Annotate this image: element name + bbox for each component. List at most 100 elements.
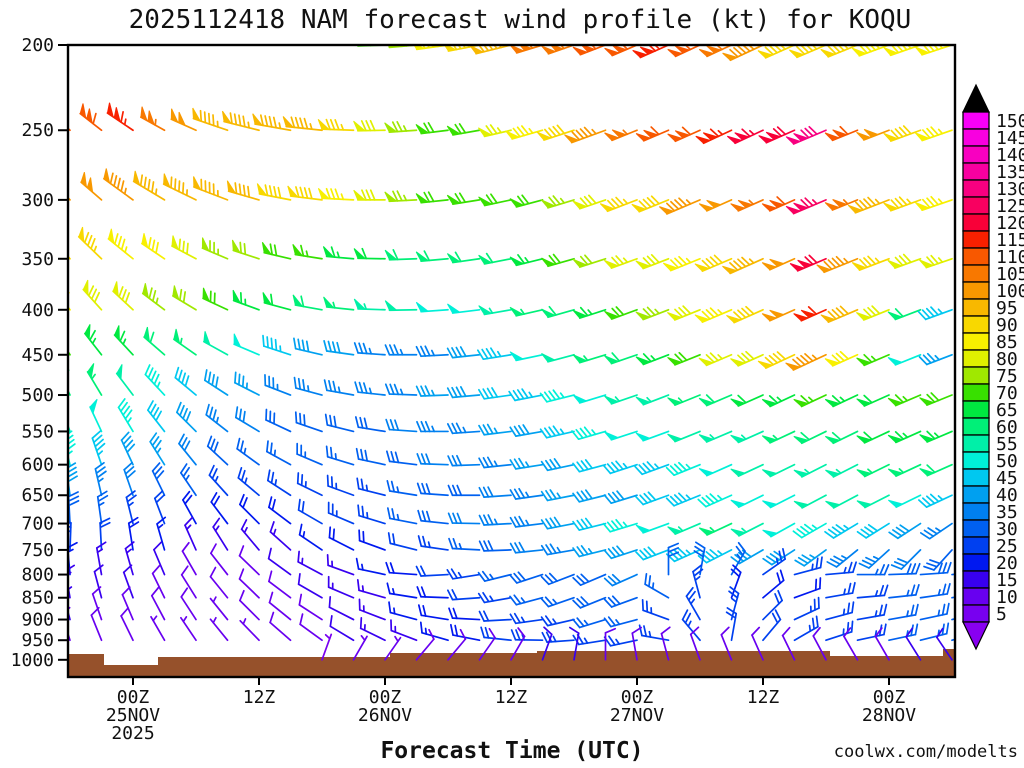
x-tick-label: 28NOV	[862, 705, 916, 726]
wind-barb	[127, 516, 140, 551]
wind-barb	[509, 351, 544, 362]
wind-barb	[91, 586, 103, 621]
wind-barb	[355, 557, 386, 576]
wind-barb	[572, 394, 607, 404]
wind-barb	[667, 542, 680, 576]
wind-barb	[143, 326, 166, 356]
colorbar-label: 135	[996, 162, 1024, 183]
wind-barb	[604, 306, 638, 320]
wind-barb	[210, 543, 229, 576]
barb-row-250hPa	[68, 102, 953, 145]
wind-barb	[141, 233, 166, 260]
wind-barb	[631, 626, 642, 661]
wind-barb	[757, 45, 796, 59]
wind-barb	[390, 619, 418, 642]
wind-barb	[604, 430, 638, 441]
wind-barb	[80, 172, 103, 201]
colorbar-label: 110	[996, 247, 1024, 268]
wind-barb	[447, 454, 481, 467]
wind-barb	[509, 487, 544, 500]
y-tick-label: 750	[21, 540, 54, 561]
wind-barb	[509, 424, 544, 437]
wind-barb	[180, 616, 197, 642]
wind-barb	[603, 255, 638, 269]
colorbar-cell	[962, 468, 990, 487]
colorbar-label: 115	[996, 230, 1024, 251]
wind-barb	[327, 575, 355, 599]
wind-barb	[388, 601, 418, 621]
wind-barb	[415, 345, 449, 358]
wind-barb	[919, 622, 950, 642]
wind-barb	[541, 353, 575, 363]
wind-barb	[917, 306, 953, 321]
colorbar-label: 150	[996, 111, 1024, 132]
wind-barb	[824, 522, 859, 539]
wind-barb	[203, 331, 229, 356]
barb-row-900hPa	[68, 586, 955, 629]
wind-barb	[150, 615, 166, 642]
wind-barb	[681, 609, 701, 642]
wind-barb	[153, 541, 166, 576]
wind-barb	[644, 572, 670, 599]
wind-barb	[84, 324, 103, 356]
wind-barb	[667, 394, 701, 406]
wind-barb	[631, 195, 670, 213]
wind-barb	[761, 257, 796, 271]
wind-barb	[328, 526, 355, 551]
colorbar-cell	[962, 247, 990, 266]
wind-barb	[572, 489, 607, 503]
wind-barb	[210, 492, 229, 525]
wind-barb	[856, 623, 887, 642]
wind-barb	[856, 522, 890, 539]
wind-barb	[888, 583, 920, 599]
wind-barb	[604, 394, 638, 405]
wind-barb	[572, 194, 607, 210]
wind-barb	[509, 612, 544, 625]
wind-barb	[888, 494, 922, 508]
colorbar-label: 15	[996, 570, 1018, 591]
wind-barb	[256, 183, 292, 201]
wind-barb	[638, 624, 670, 642]
wind-barb	[478, 540, 512, 552]
wind-barb	[785, 197, 827, 215]
wind-barb	[212, 517, 229, 551]
wind-barb	[660, 626, 671, 661]
x-tick-label: 00Z	[621, 687, 654, 708]
barb-row-650hPa	[68, 461, 953, 509]
colorbar-label: 10	[996, 587, 1018, 608]
wind-barb	[416, 453, 449, 466]
wind-barb	[113, 325, 134, 356]
wind-barb	[509, 594, 544, 606]
wind-barb	[415, 191, 449, 204]
colorbar-cell	[962, 587, 990, 606]
wind-barb	[298, 593, 323, 621]
wind-barb	[856, 128, 890, 141]
wind-barb	[887, 394, 922, 407]
colorbar-label: 85	[996, 332, 1018, 353]
wind-barb	[603, 635, 638, 647]
wind-barb	[793, 494, 827, 509]
wind-barb	[447, 512, 481, 525]
barb-row-450hPa	[68, 324, 953, 371]
colorbar-label: 145	[996, 128, 1024, 149]
colorbar-cell	[962, 332, 990, 351]
wind-barb	[825, 463, 859, 478]
wind-barb	[417, 535, 449, 551]
x-tick-label: 00Z	[117, 687, 150, 708]
wind-barb	[919, 602, 950, 621]
wind-barb	[416, 420, 449, 433]
wind-barb	[352, 635, 368, 661]
wind-barb	[820, 305, 859, 323]
wind-barb	[695, 128, 733, 145]
y-tick-label: 550	[21, 421, 54, 442]
wind-barb	[572, 459, 607, 473]
wind-barb	[635, 253, 670, 270]
wind-barb	[384, 300, 418, 312]
wind-barb	[144, 364, 166, 396]
wind-barb	[205, 403, 229, 433]
wind-barb	[698, 522, 733, 536]
wind-barb	[793, 394, 827, 408]
barb-row-600hPa	[68, 430, 953, 478]
colorbar-label: 100	[996, 281, 1024, 302]
